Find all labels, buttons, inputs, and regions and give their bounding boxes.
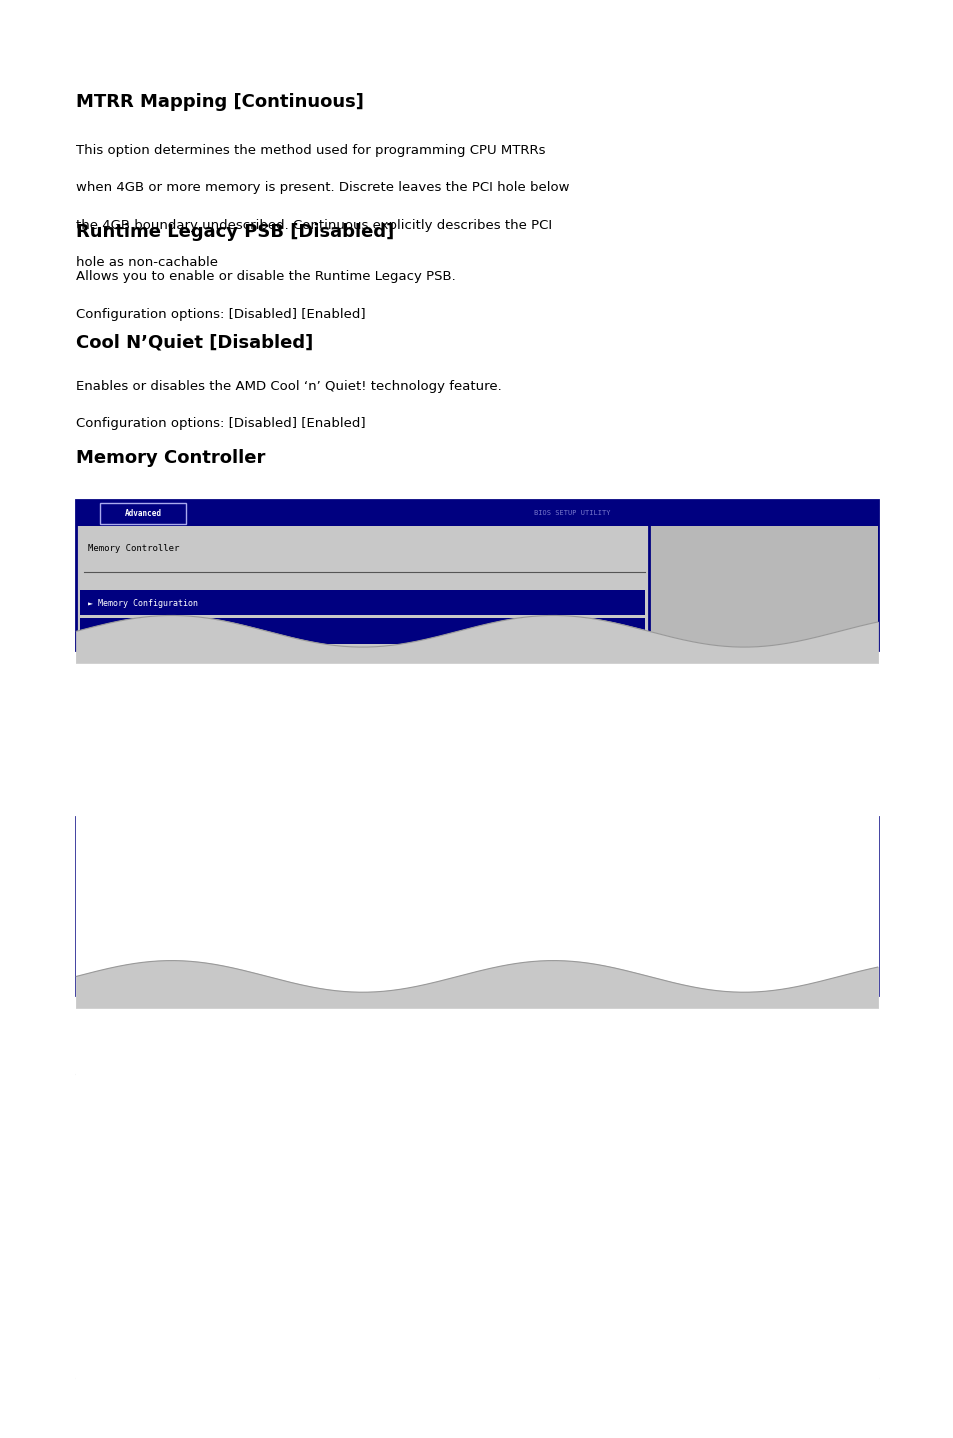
- Text: when 4GB or more memory is present. Discrete leaves the PCI hole below: when 4GB or more memory is present. Disc…: [76, 181, 569, 194]
- Text: 4-18: 4-18: [76, 1392, 114, 1406]
- Text: Memory Configuration: Memory Configuration: [76, 765, 302, 784]
- FancyBboxPatch shape: [76, 500, 877, 526]
- FancyBboxPatch shape: [80, 618, 645, 644]
- Text: Cool N’Quiet [Disabled]: Cool N’Quiet [Disabled]: [76, 334, 314, 352]
- Text: Allows you to enable or disable the Runtime Legacy PSB.: Allows you to enable or disable the Runt…: [76, 270, 456, 283]
- FancyBboxPatch shape: [649, 526, 877, 650]
- Text: hole as non-cachable: hole as non-cachable: [76, 256, 218, 269]
- Text: BIOS SETUP UTILITY: BIOS SETUP UTILITY: [534, 827, 610, 833]
- Text: Configuration options: [Auto] [Manual] [Limit]: Configuration options: [Auto] [Manual] […: [76, 1165, 381, 1178]
- Text: BIOS SETUP UTILITY: BIOS SETUP UTILITY: [534, 510, 610, 516]
- FancyBboxPatch shape: [80, 590, 645, 615]
- Text: the 4GB boundary undescribed. Continuous explicitly describes the PCI: the 4GB boundary undescribed. Continuous…: [76, 219, 552, 232]
- Text: Allows you to set the memory clock mode.Set by the code using [Auto]: Allows you to set the memory clock mode.…: [76, 1090, 552, 1103]
- Text: Power Down Control: Power Down Control: [88, 657, 177, 666]
- Text: Memory Controller: Memory Controller: [88, 544, 179, 552]
- Text: MTRR Mapping [Continuous]: MTRR Mapping [Continuous]: [76, 93, 364, 112]
- Text: Memory Controller: Memory Controller: [76, 449, 266, 467]
- Text: MCT Timing Mode: MCT Timing Mode: [88, 945, 163, 953]
- FancyBboxPatch shape: [100, 820, 186, 840]
- FancyBboxPatch shape: [649, 843, 877, 995]
- Text: [Auto]: [Auto]: [443, 945, 473, 953]
- Text: ► Memory Configuration: ► Memory Configuration: [88, 600, 197, 608]
- Text: Memory Configuration: Memory Configuration: [88, 860, 195, 869]
- Text: [Disabled]: [Disabled]: [443, 1031, 493, 1040]
- Text: This option determines the method used for programming CPU MTRRs: This option determines the method used f…: [76, 144, 545, 157]
- Text: Chapter 4: BIOS Setup: Chapter 4: BIOS Setup: [684, 1392, 877, 1406]
- FancyBboxPatch shape: [76, 817, 877, 995]
- FancyBboxPatch shape: [76, 500, 877, 650]
- Text: Memory Hole Remapping: Memory Hole Remapping: [88, 1031, 193, 1040]
- Text: Advanced: Advanced: [125, 509, 161, 518]
- Text: [0.850V]: [0.850V]: [443, 686, 483, 695]
- Text: or select [Manual] to set using one of the standard values.: or select [Manual] to set using one of t…: [76, 1127, 467, 1140]
- FancyBboxPatch shape: [100, 503, 186, 523]
- Text: Configuration options: [Disabled] [Enabled]: Configuration options: [Disabled] [Enabl…: [76, 417, 366, 430]
- Text: Bank Interleaving: Bank Interleaving: [88, 974, 172, 982]
- FancyBboxPatch shape: [76, 817, 877, 843]
- Text: Runtime Legacy PSB [Disabled]: Runtime Legacy PSB [Disabled]: [76, 223, 395, 242]
- Text: [Auto]: [Auto]: [443, 916, 473, 925]
- Text: Configuration options: [Disabled] [Enabled]: Configuration options: [Disabled] [Enabl…: [76, 308, 366, 321]
- Text: [Disabled]: [Disabled]: [443, 1002, 493, 1011]
- Text: MemClk Tristate C3/ATLVID: MemClk Tristate C3/ATLVID: [88, 1002, 213, 1011]
- Text: [Auto]: [Auto]: [443, 657, 473, 666]
- Text: Memclock Mode: Memclock Mode: [88, 916, 152, 925]
- Text: Advanced: Advanced: [125, 825, 161, 834]
- Text: [Auto]: [Auto]: [443, 974, 473, 982]
- Text: Enables or disables the AMD Cool ‘n’ Quiet! technology feature.: Enables or disables the AMD Cool ‘n’ Qui…: [76, 380, 501, 393]
- Text: Memclock Mode [Auto]: Memclock Mode [Auto]: [76, 1047, 228, 1060]
- Text: Alternate VID: Alternate VID: [88, 686, 152, 695]
- Text: ► ECC Configuration: ► ECC Configuration: [88, 628, 183, 637]
